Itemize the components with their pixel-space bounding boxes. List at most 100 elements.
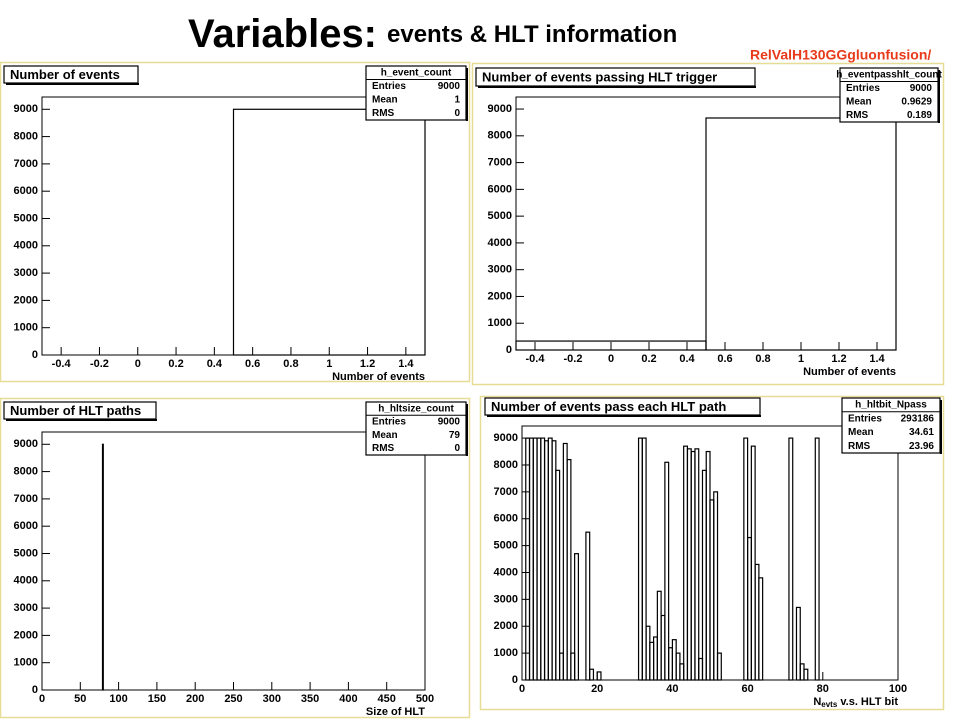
y-tick-label: 4000	[14, 575, 38, 587]
x-axis-label-part: N	[813, 696, 821, 708]
histogram-bin	[814, 437, 820, 681]
x-tick-label: -0.4	[52, 358, 72, 370]
chart-title: Number of events pass each HLT path	[491, 399, 726, 414]
x-axis-label: Size of HLT	[366, 706, 425, 718]
x-axis-label: Number of events	[332, 371, 425, 383]
stats-label: Entries	[372, 81, 406, 92]
stats-label: Entries	[848, 413, 882, 424]
histogram-bin	[713, 491, 719, 681]
plot-frame	[41, 431, 426, 691]
stats-value: 0.9629	[901, 96, 932, 107]
stats-label: Mean	[848, 427, 874, 438]
y-tick-label: 8000	[488, 130, 512, 142]
stats-value: 9000	[438, 417, 461, 428]
stats-label: Mean	[372, 94, 398, 105]
y-tick-label: 5000	[488, 210, 512, 222]
x-tick-label: 200	[186, 693, 204, 705]
histogram-bin	[758, 577, 764, 681]
stats-name: h_event_count	[381, 67, 452, 78]
histogram-bin	[750, 445, 756, 681]
x-tick-label: 0	[608, 353, 614, 365]
y-tick-label: 9000	[14, 438, 38, 450]
y-tick-label: 1000	[494, 647, 518, 659]
y-tick-label: 3000	[14, 267, 38, 279]
stats-value: 34.61	[909, 427, 934, 438]
y-tick-label: 0	[32, 349, 38, 361]
x-tick-label: 1.2	[360, 358, 375, 370]
stats-value: 0	[454, 108, 460, 119]
histogram-bin	[566, 458, 572, 681]
stats-label: RMS	[848, 441, 871, 452]
y-tick-label: 7000	[14, 158, 38, 170]
x-tick-label: 0.2	[168, 358, 183, 370]
y-tick-label: 3000	[14, 602, 38, 614]
histogram-bin	[585, 531, 591, 681]
y-tick-label: 6000	[14, 185, 38, 197]
slide-title: Variables: events & HLT information	[188, 12, 677, 56]
slide-title-main: Variables:	[188, 12, 377, 56]
x-tick-label: 350	[301, 693, 319, 705]
x-tick-label: 0.8	[283, 358, 298, 370]
x-tick-label: 0	[39, 693, 45, 705]
stats-name: h_hltbit_Npass	[855, 400, 927, 411]
x-tick-label: 0.6	[245, 358, 260, 370]
histogram-bin	[716, 652, 722, 681]
chart-title: Number of events passing HLT trigger	[482, 69, 717, 84]
stats-value: 79	[449, 430, 461, 441]
histogram-bin	[574, 553, 580, 681]
y-tick-label: 9000	[494, 432, 518, 444]
chart-title: Number of HLT paths	[10, 403, 141, 418]
x-axis-label-part: Number of events	[332, 371, 425, 383]
histogram-bin	[795, 606, 801, 681]
x-tick-label: -0.4	[526, 353, 546, 365]
stats-value: 9000	[438, 81, 461, 92]
y-tick-label: 0	[512, 674, 518, 686]
x-tick-label: 0.2	[641, 353, 656, 365]
sample-name: RelValH130GGgluonfusion/	[750, 47, 931, 63]
y-tick-label: 1000	[14, 657, 38, 669]
x-axis-label: Number of events	[803, 366, 896, 378]
x-axis-label-part: evts	[821, 700, 838, 709]
histogram-bin	[589, 668, 595, 681]
x-tick-label: 0.6	[717, 353, 732, 365]
histogram-bin	[664, 461, 670, 681]
stats-value: 9000	[910, 83, 933, 94]
stats-box	[841, 397, 941, 454]
x-tick-label: 100	[889, 683, 907, 695]
x-tick-label: 80	[817, 683, 829, 695]
x-tick-label: 20	[591, 683, 603, 695]
y-tick-label: 1000	[488, 317, 512, 329]
y-tick-label: 3000	[488, 264, 512, 276]
x-tick-label: 40	[666, 683, 678, 695]
stats-box	[365, 401, 467, 456]
stats-label: RMS	[372, 443, 395, 454]
x-tick-label: 60	[741, 683, 753, 695]
y-tick-label: 4000	[14, 240, 38, 252]
x-axis-label-part: Number of events	[803, 366, 896, 378]
y-tick-label: 1000	[14, 322, 38, 334]
y-tick-label: 6000	[494, 513, 518, 525]
histogram-bin	[641, 437, 647, 681]
y-tick-label: 6000	[488, 183, 512, 195]
y-tick-label: 2000	[488, 290, 512, 302]
stats-label: Entries	[372, 417, 406, 428]
histogram-bin	[555, 469, 561, 681]
y-tick-label: 5000	[14, 547, 38, 559]
x-tick-label: 0	[519, 683, 525, 695]
y-tick-label: 7000	[488, 156, 512, 168]
stats-label: Mean	[372, 430, 398, 441]
x-tick-label: 1.4	[398, 358, 414, 370]
x-tick-label: 0.4	[679, 353, 695, 365]
y-tick-label: 7000	[494, 486, 518, 498]
chart-title: Number of events	[10, 67, 120, 82]
stats-label: RMS	[846, 110, 869, 121]
x-tick-label: -0.2	[90, 358, 109, 370]
x-tick-label: 1	[326, 358, 332, 370]
x-tick-label: 250	[224, 693, 242, 705]
y-tick-label: 2000	[494, 620, 518, 632]
x-tick-label: 500	[416, 693, 434, 705]
x-tick-label: 0.8	[755, 353, 770, 365]
histogram-bin	[694, 448, 700, 681]
stats-label: RMS	[372, 108, 395, 119]
